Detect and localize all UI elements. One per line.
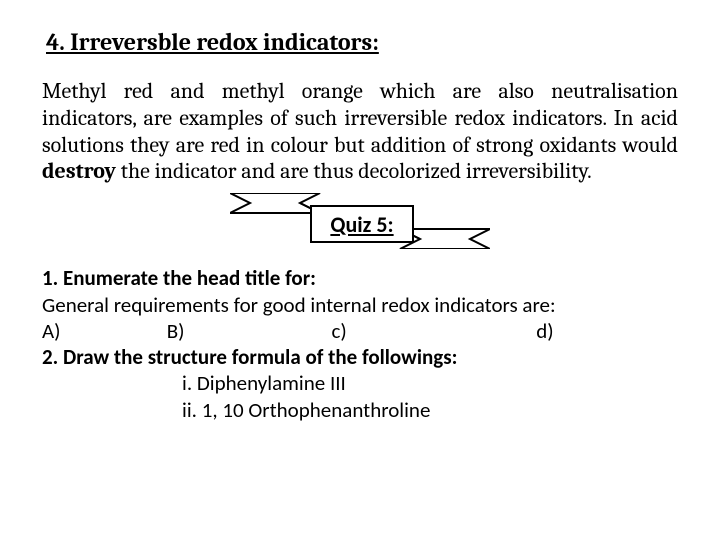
option-b: B) (167, 318, 327, 344)
section-heading: 4. Irreversble redox indicators: (46, 28, 678, 56)
quiz-label-box: Quiz 5: (310, 205, 414, 243)
quiz-banner: Quiz 5: (230, 193, 490, 249)
paragraph-part-bold: destroy (42, 158, 116, 184)
question-1-line: General requirements for good internal r… (42, 292, 678, 318)
option-d: d) (536, 318, 553, 344)
option-c: c) (332, 318, 532, 344)
paragraph-part-post: the indicator and are thus decolorized i… (116, 158, 592, 184)
option-a: A) (42, 318, 162, 344)
quiz-section: 1. Enumerate the head title for: General… (42, 265, 678, 423)
question-2-title: 2. Draw the structure formula of the fol… (42, 344, 678, 370)
question-1-options: A) B) c) d) (42, 318, 678, 344)
body-paragraph: Methyl red and methyl orange which are a… (42, 78, 678, 185)
quiz-banner-wrap: Quiz 5: (42, 193, 678, 249)
paragraph-part-pre: Methyl red and methyl orange which are a… (42, 78, 678, 158)
document-page: 4. Irreversble redox indicators: Methyl … (0, 0, 720, 443)
question-2-item-ii: ii. 1, 10 Orthophenanthroline (42, 397, 678, 423)
quiz-label: Quiz 5: (330, 211, 393, 238)
question-2-item-i: i. Diphenylamine III (42, 370, 678, 396)
question-1-title: 1. Enumerate the head title for: (42, 265, 678, 291)
